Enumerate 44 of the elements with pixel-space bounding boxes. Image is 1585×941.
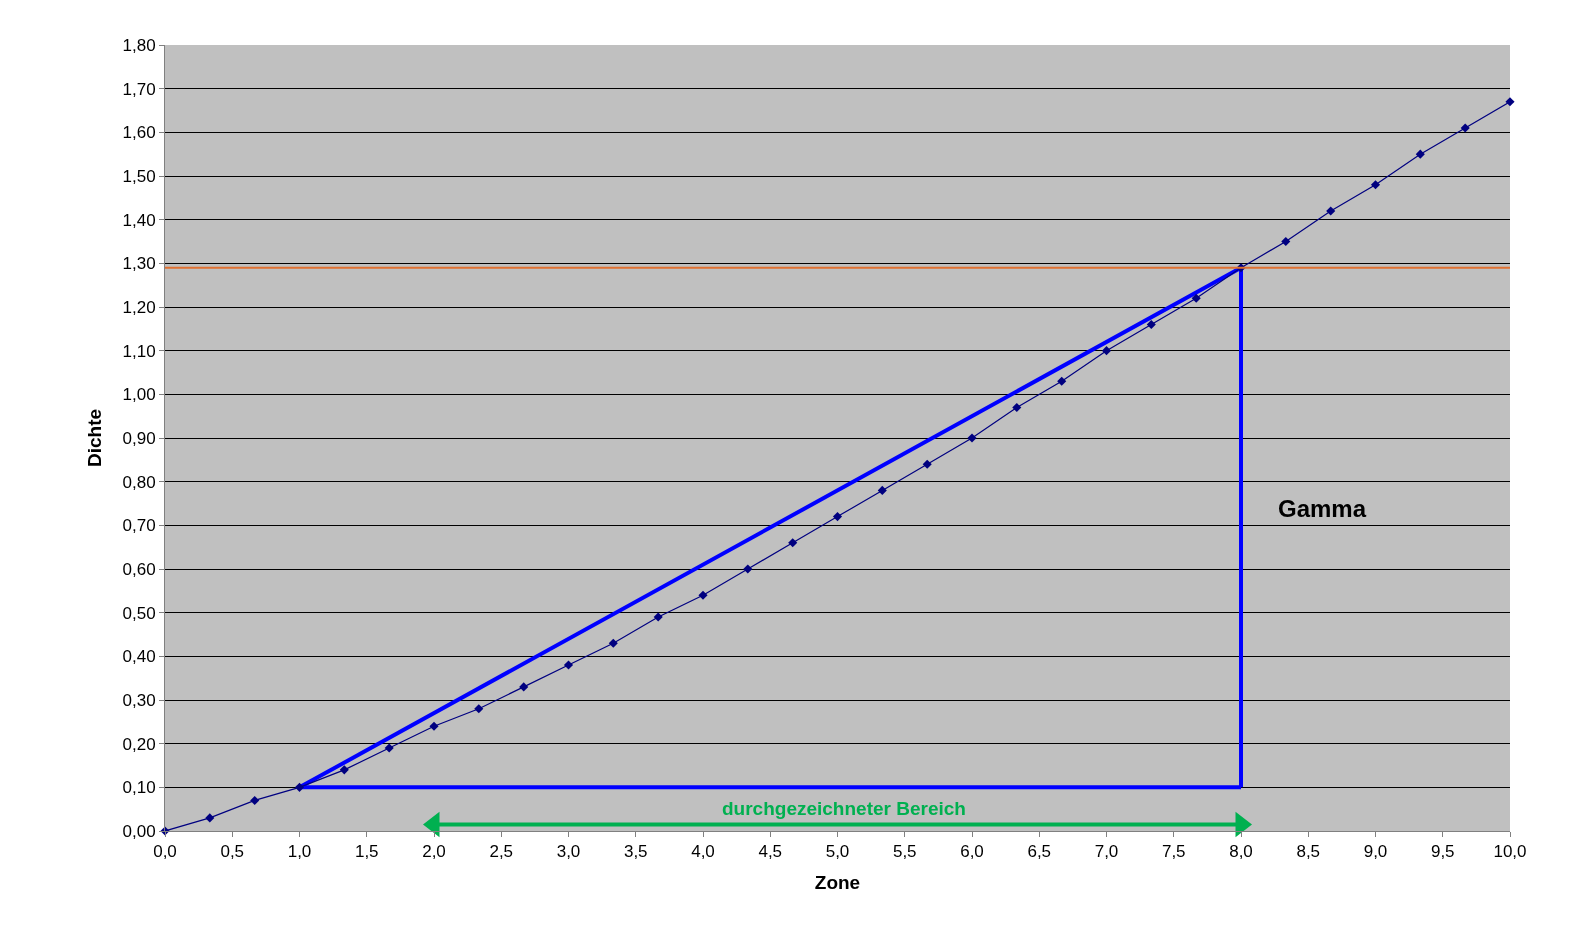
x-tick-label: 2,5 — [489, 842, 514, 862]
x-tick-label: 7,5 — [1161, 842, 1186, 862]
x-tick-label: 9,0 — [1363, 842, 1388, 862]
annotation: Gamma — [1278, 495, 1367, 522]
y-tick-label: 0,40 — [122, 647, 156, 667]
x-tick-label: 3,5 — [623, 842, 648, 862]
y-tick-label: 1,10 — [122, 341, 156, 361]
x-axis-title: Zone — [814, 872, 861, 894]
y-tick-label: 0,10 — [122, 778, 156, 798]
y-tick-label: 0,80 — [122, 472, 156, 492]
x-tick-label: 0,0 — [153, 842, 177, 862]
y-tick-label: 1,80 — [122, 35, 156, 55]
y-axis-title: Dichte — [84, 408, 106, 468]
y-tick-label: 1,50 — [122, 166, 156, 186]
x-tick-label: 8,5 — [1296, 842, 1321, 862]
y-tick-label: 0,60 — [122, 559, 156, 579]
y-tick-label: 1,00 — [122, 385, 156, 405]
x-tick-label: 4,0 — [691, 842, 715, 862]
annotation: durchgezeichneter Bereich — [722, 798, 966, 819]
y-tick-label: 0,20 — [122, 734, 156, 754]
x-tick-label: 1,0 — [287, 842, 312, 862]
x-tick-label: 1,5 — [354, 842, 379, 862]
x-tick-label: 2,0 — [422, 842, 446, 862]
x-tick-label: 9,5 — [1430, 842, 1455, 862]
y-tick-label: 1,20 — [122, 297, 156, 317]
x-tick-label: 4,5 — [758, 842, 783, 862]
x-tick-label: 5,5 — [892, 842, 917, 862]
y-tick-label: 1,30 — [122, 254, 156, 274]
x-tick-label: 3,0 — [556, 842, 581, 862]
y-tick-label: 0,90 — [122, 428, 156, 448]
y-tick-label: 0,00 — [122, 821, 156, 841]
x-tick-label: 5,0 — [825, 842, 850, 862]
y-tick-label: 1,70 — [122, 79, 156, 99]
y-tick-label: 1,40 — [122, 210, 156, 230]
y-tick-label: 1,60 — [122, 123, 156, 143]
x-tick-label: 10,0 — [1493, 842, 1527, 862]
x-tick-label: 8,0 — [1229, 842, 1253, 862]
y-tick-label: 0,50 — [122, 603, 156, 623]
x-tick-label: 0,5 — [220, 842, 245, 862]
x-tick-label: 6,5 — [1027, 842, 1052, 862]
x-tick-label: 6,0 — [960, 842, 984, 862]
y-tick-label: 0,30 — [122, 690, 156, 710]
y-tick-label: 0,70 — [122, 516, 156, 536]
x-tick-label: 7,0 — [1094, 842, 1119, 862]
